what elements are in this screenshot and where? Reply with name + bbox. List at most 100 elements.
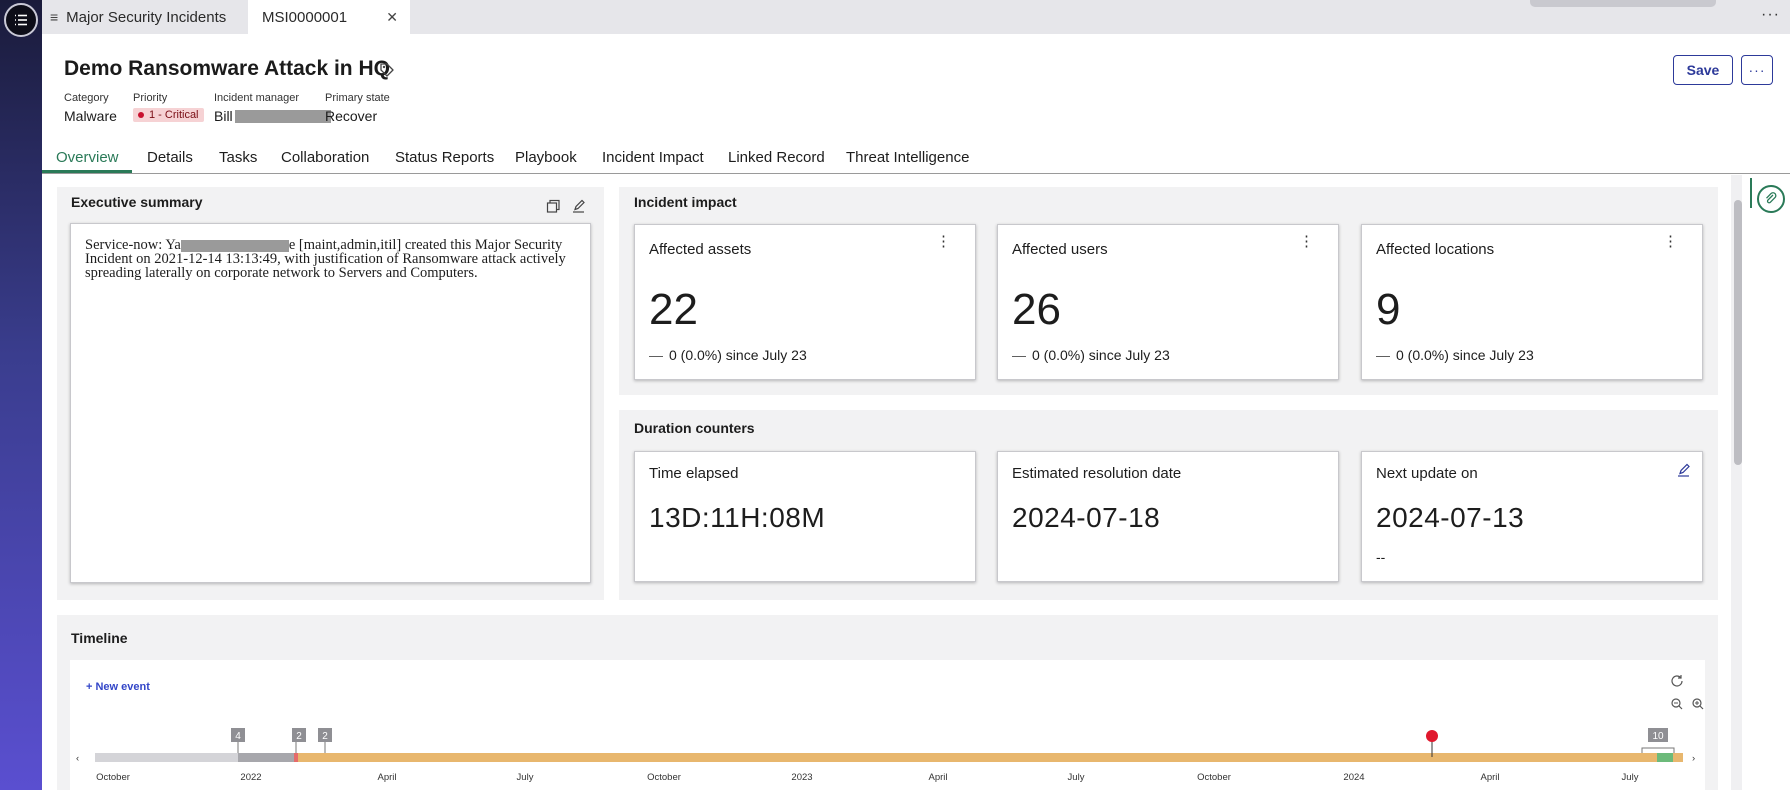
tab-details[interactable]: Details [147,149,193,166]
menu-list-icon[interactable] [4,3,38,37]
tab-threat-intelligence[interactable]: Threat Intelligence [846,149,970,166]
next-update-card: Next update on 2024-07-13 -- [1361,451,1703,582]
tab-incident-impact[interactable]: Incident Impact [602,149,704,166]
kebab-menu-icon[interactable]: ⋮ [1663,233,1678,250]
refresh-icon[interactable] [1671,675,1683,687]
card-change: — 0 (0.0%) since July 23 [649,347,807,363]
zoom-out-icon[interactable] [1671,698,1683,710]
tab-label: Major Security Incidents [66,8,227,26]
cluster-badge[interactable]: 4 [231,728,245,753]
estimated-resolution-card: Estimated resolution date 2024-07-18 [997,451,1339,582]
more-icon[interactable]: ··· [1761,6,1780,23]
zoom-in-icon[interactable] [1692,698,1704,710]
duration-counters-panel: Duration counters Time elapsed 13D:11H:0… [619,410,1718,600]
executive-summary-card: Service-now: Ya e [maint,admin,itil] crea… [70,223,591,583]
tab-collaboration[interactable]: Collaboration [281,149,370,166]
field-primary-state: Primary state Recover [325,92,390,124]
tab-tasks[interactable]: Tasks [219,149,258,166]
edit-icon[interactable] [571,199,586,214]
axis-label: April [377,772,396,783]
card-label: Estimated resolution date [1012,465,1182,482]
affected-users-card: Affected users ⋮ 26 — 0 (0.0%) since July… [997,224,1339,380]
list-icon: ≡ [50,9,59,25]
priority-value: 1 - Critical [149,109,199,121]
timeline-segment [95,753,238,762]
affected-locations-card: Affected locations ⋮ 9 — 0 (0.0%) since J… [1361,224,1703,380]
axis-label: April [1480,772,1499,783]
axis-label: October [96,772,130,783]
cluster-badge[interactable]: 10 [1641,728,1675,753]
tab-playbook[interactable]: Playbook [515,149,577,166]
overview-content: Executive summary Service-now: Ya e [main… [42,175,1742,790]
card-value: 2024-07-18 [1012,502,1161,533]
svg-text:4: 4 [235,731,241,742]
card-value: 2024-07-13 [1376,502,1525,533]
card-value: 22 [649,285,698,334]
field-label: Priority [133,92,168,104]
card-label: Next update on [1376,465,1478,482]
scroll-left-icon[interactable]: ‹ [76,753,79,764]
card-change: — 0 (0.0%) since July 23 [1012,347,1170,363]
cluster-badge[interactable]: 2 [318,728,332,753]
tab-record[interactable]: MSI0000001 ✕ [248,0,410,34]
active-marker [1750,178,1752,208]
more-actions-button[interactable]: ··· [1741,55,1773,85]
card-value: 9 [1376,285,1401,334]
field-category: Category Malware [64,92,117,124]
active-tab-indicator [42,170,132,173]
copy-icon[interactable] [546,199,561,214]
svg-text:2: 2 [296,731,302,742]
tag-icon[interactable] [379,62,395,78]
redacted-block [234,109,331,123]
paperclip-icon [1766,192,1777,204]
panel-title: Duration counters [634,420,755,436]
time-elapsed-card: Time elapsed 13D:11H:08M [634,451,976,582]
field-value: Recover [325,108,378,124]
tab-label: MSI0000001 [262,8,348,26]
incident-manager-link[interactable]: Bill [214,108,331,124]
current-time-marker[interactable] [1426,730,1438,757]
panel-title: Incident impact [634,194,737,210]
affected-assets-card: Affected assets ⋮ 22 — 0 (0.0%) since Jul… [634,224,976,380]
axis-label: October [647,772,681,783]
no-change-icon: — [1376,347,1390,363]
timeline-card: ‹ › 4 2 [70,660,1705,790]
scroll-right-icon[interactable]: › [1692,753,1695,764]
kebab-menu-icon[interactable]: ⋮ [936,233,951,250]
card-label: Affected locations [1376,241,1495,258]
workspace-tab-bar: ≡ Major Security Incidents MSI0000001 ✕ … [42,0,1790,34]
record-tabs: Overview Details Tasks Collaboration Sta… [42,146,1790,174]
panel-title: Executive summary [71,194,203,210]
no-change-icon: — [649,347,663,363]
close-icon[interactable]: ✕ [386,8,398,25]
tab-scrollbar[interactable] [1530,0,1716,7]
timeline-segment [298,753,1683,762]
timeline-segment [238,753,294,762]
axis-label: 2022 [240,772,261,783]
kebab-menu-icon[interactable]: ⋮ [1299,233,1314,250]
timeline-segment [294,753,298,762]
card-value: 13D:11H:08M [649,502,826,533]
svg-text:10: 10 [1652,731,1664,742]
tab-overview[interactable]: Overview [56,149,119,166]
page-scrollbar[interactable] [1734,200,1742,465]
summary-text-prefix: Service-now: Ya [85,237,181,253]
timeline-chart: ‹ › 4 2 [76,675,1704,783]
redacted-block [180,239,289,252]
tab-linked-record[interactable]: Linked Record [728,149,825,166]
card-value: 26 [1012,285,1061,334]
attachment-button[interactable] [1757,185,1785,213]
axis-label: October [1197,772,1231,783]
summary-text-suffix: e [maint,admin,itil] created this Major … [85,237,566,281]
manager-name[interactable]: Bill [214,108,233,124]
incident-impact-panel: Incident impact Affected assets ⋮ 22 — 0 … [619,187,1718,395]
card-label: Affected users [1012,241,1108,258]
tab-status-reports[interactable]: Status Reports [395,149,495,166]
new-event-button[interactable]: + New event [86,681,150,693]
edit-icon[interactable] [1676,463,1691,478]
save-button[interactable]: Save [1673,55,1733,85]
change-text: 0 (0.0%) since July 23 [1032,347,1170,363]
card-change: — 0 (0.0%) since July 23 [1376,347,1534,363]
tab-major-security-incidents[interactable]: ≡ Major Security Incidents [50,0,250,34]
cluster-badge[interactable]: 2 [292,728,306,753]
